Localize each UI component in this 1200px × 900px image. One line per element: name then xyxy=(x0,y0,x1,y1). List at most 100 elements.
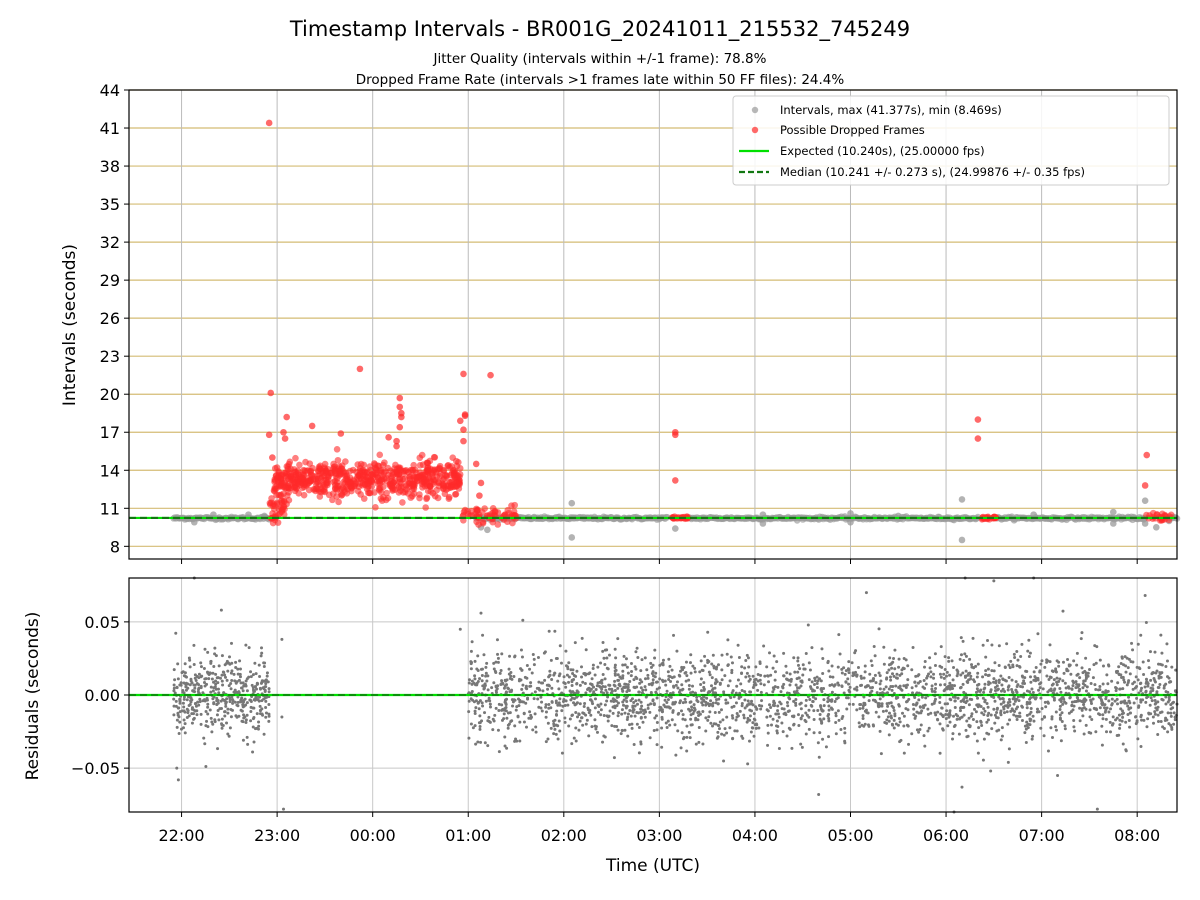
residual-point xyxy=(721,718,725,722)
residual-point xyxy=(843,672,847,676)
residual-point xyxy=(612,756,616,760)
residual-point xyxy=(804,711,808,715)
residual-point xyxy=(976,671,980,675)
residual-point xyxy=(253,661,257,665)
residual-point xyxy=(557,719,561,723)
residual-point xyxy=(813,676,817,680)
residual-point xyxy=(1071,679,1075,683)
residual-point xyxy=(484,674,488,678)
residual-point xyxy=(765,665,769,669)
dropped-frame-point xyxy=(406,472,414,480)
residual-point xyxy=(928,666,932,670)
residual-point xyxy=(689,700,693,704)
residual-point xyxy=(616,637,620,641)
residual-point xyxy=(1123,699,1127,703)
residual-point xyxy=(478,724,482,728)
dropped-frame-point xyxy=(511,501,519,509)
residual-point xyxy=(231,699,235,703)
residual-point xyxy=(836,709,840,713)
residual-point xyxy=(1082,732,1086,736)
residual-point xyxy=(1121,687,1125,691)
residual-point xyxy=(267,719,271,723)
residual-point xyxy=(924,682,928,686)
interval-point xyxy=(1141,497,1149,504)
residual-point xyxy=(556,724,560,728)
residual-point xyxy=(969,674,973,678)
residual-point xyxy=(1084,707,1088,711)
dropped-frame-point xyxy=(332,484,339,492)
residual-point xyxy=(981,696,985,700)
residual-point xyxy=(646,703,650,707)
residual-point xyxy=(1092,663,1096,667)
residual-point xyxy=(836,696,840,700)
residual-point xyxy=(734,701,738,705)
residual-point xyxy=(673,700,677,704)
residual-point xyxy=(1091,676,1095,680)
residual-point xyxy=(480,679,484,683)
residual-point xyxy=(891,660,895,664)
residual-point xyxy=(763,674,767,678)
residual-point xyxy=(1015,664,1019,668)
residual-point xyxy=(632,708,636,712)
residual-point xyxy=(751,721,755,725)
residual-point xyxy=(563,703,567,707)
residual-point xyxy=(1122,678,1126,682)
residual-point xyxy=(633,665,637,669)
residual-point xyxy=(1058,704,1062,708)
residual-point xyxy=(1015,649,1019,653)
residual-point xyxy=(932,676,936,680)
residual-point xyxy=(539,695,543,699)
residual-point xyxy=(769,673,773,677)
residual-point xyxy=(695,698,699,702)
residual-point xyxy=(860,723,864,727)
residual-point xyxy=(483,741,487,745)
dropped-frame-point xyxy=(410,490,418,497)
dropped-frame-point xyxy=(443,472,450,479)
residual-point xyxy=(989,688,993,692)
residual-point xyxy=(806,623,810,627)
residual-point xyxy=(898,684,902,688)
residual-point xyxy=(601,684,605,688)
residual-point xyxy=(1060,719,1064,723)
residual-point xyxy=(878,687,882,691)
residual-point xyxy=(990,727,994,731)
residual-point xyxy=(696,718,700,722)
residual-point xyxy=(568,717,572,721)
residual-point xyxy=(469,667,473,671)
residual-point xyxy=(889,662,893,666)
residual-point xyxy=(1029,680,1033,684)
residual-point xyxy=(879,679,883,683)
residual-point xyxy=(1038,686,1042,690)
residual-point xyxy=(785,678,789,682)
dropped-frame-point xyxy=(436,462,444,470)
residual-point xyxy=(826,714,830,718)
residual-point xyxy=(529,713,533,717)
residual-point xyxy=(1135,685,1139,689)
residual-point xyxy=(720,653,724,657)
residual-point xyxy=(700,668,704,672)
dropped-frame-point xyxy=(302,458,309,466)
residual-point xyxy=(175,685,179,689)
residual-point xyxy=(1016,705,1020,709)
residual-point xyxy=(725,731,729,735)
residual-point xyxy=(730,671,734,675)
residual-point xyxy=(703,654,707,658)
residual-point xyxy=(1006,722,1010,726)
dropped-frame-point xyxy=(440,481,448,488)
residual-point xyxy=(977,682,981,686)
residual-point xyxy=(759,707,763,711)
residual-point xyxy=(848,685,852,689)
residual-point xyxy=(603,703,607,707)
residual-point xyxy=(976,689,980,693)
dropped-frame-point xyxy=(297,481,305,489)
residual-point xyxy=(613,672,617,676)
residual-point xyxy=(225,697,229,701)
residual-point xyxy=(833,683,837,687)
residual-point xyxy=(992,579,996,583)
residual-point xyxy=(1077,689,1081,693)
residual-point xyxy=(784,713,788,717)
residual-point xyxy=(498,671,502,675)
residual-point xyxy=(230,661,234,665)
residual-point xyxy=(940,665,944,669)
residual-point xyxy=(1169,723,1173,727)
